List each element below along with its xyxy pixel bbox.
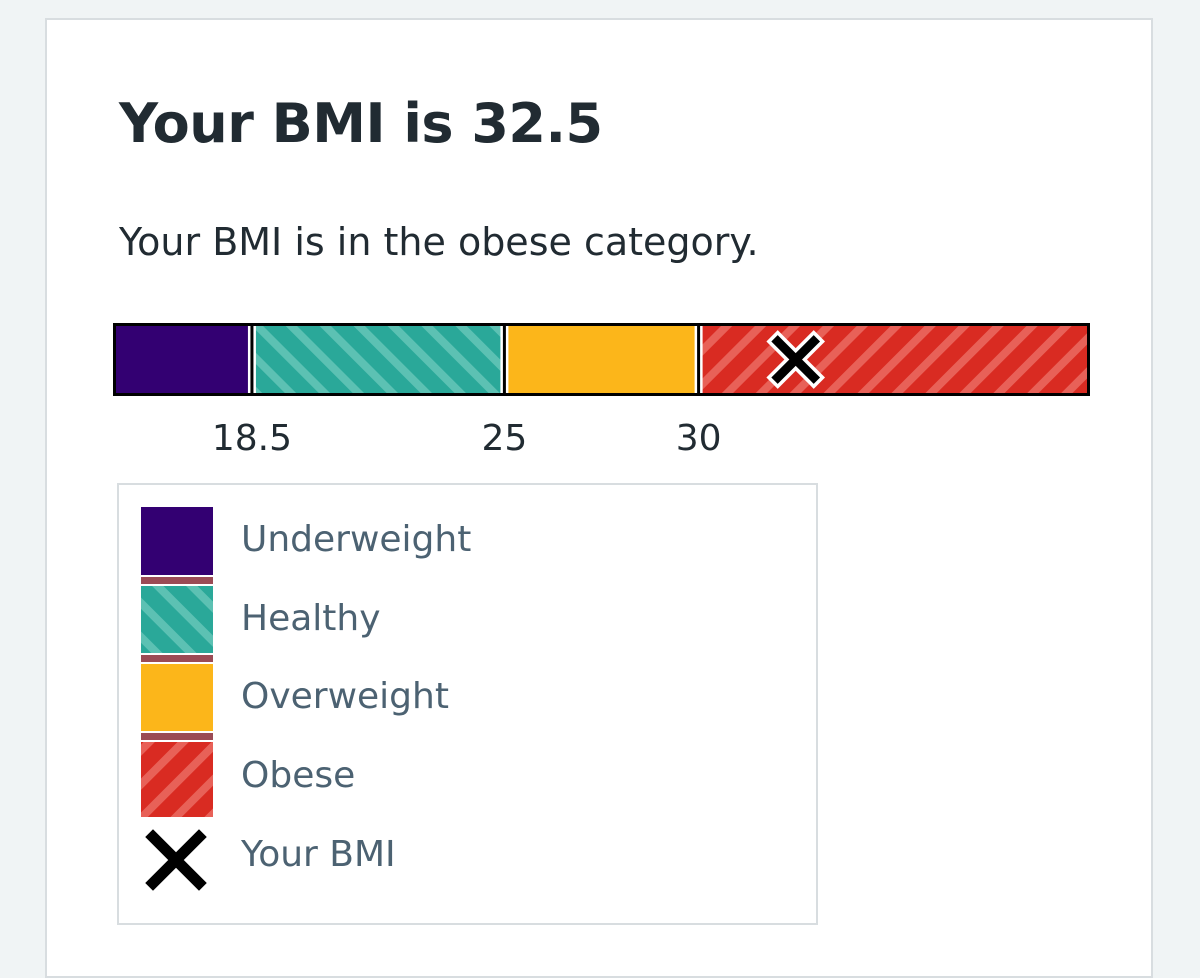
legend-divider [141, 733, 213, 740]
bar-outline [113, 323, 1090, 396]
legend-label-underweight: Underweight [241, 519, 472, 560]
legend-label-your-bmi: Your BMI [241, 834, 396, 875]
bar-segment-overweight [504, 326, 699, 393]
legend-label-overweight: Overweight [241, 676, 449, 717]
bar-segment-obese [698, 326, 1087, 393]
legend-swatch-overweight [141, 664, 213, 731]
bmi-scale-bar [113, 323, 1090, 396]
bmi-category-text: Your BMI is in the obese category. [119, 220, 759, 264]
bar-segment-underweight [116, 326, 252, 393]
legend-divider [141, 655, 213, 662]
bmi-result-card: Your BMI is 32.5 Your BMI is in the obes… [45, 18, 1153, 978]
bmi-result-heading: Your BMI is 32.5 [119, 92, 603, 155]
bmi-marker-cross [771, 335, 821, 384]
legend-swatches [141, 507, 213, 817]
your-bmi-marker-icon [766, 330, 826, 389]
legend-swatch-healthy [141, 586, 213, 653]
legend-divider [141, 577, 213, 584]
tick-label: 18.5 [211, 418, 293, 459]
legend-swatch-obese [141, 742, 213, 817]
legend-label-healthy: Healthy [241, 598, 381, 639]
tick-label: 25 [481, 418, 528, 459]
bar-segment-healthy [251, 326, 505, 393]
legend-label-obese: Obese [241, 755, 356, 796]
legend-swatch-underweight [141, 507, 213, 575]
bmi-scale-ticks: 18.5 25 30 [47, 418, 1155, 468]
bar-threshold-line [697, 326, 701, 393]
bar-threshold-line [250, 326, 254, 393]
bar-threshold-line [502, 326, 506, 393]
your-bmi-legend-icon [145, 829, 207, 891]
tick-label: 30 [675, 418, 722, 459]
bmi-legend: Underweight Healthy Overweight Obese You… [117, 483, 818, 925]
